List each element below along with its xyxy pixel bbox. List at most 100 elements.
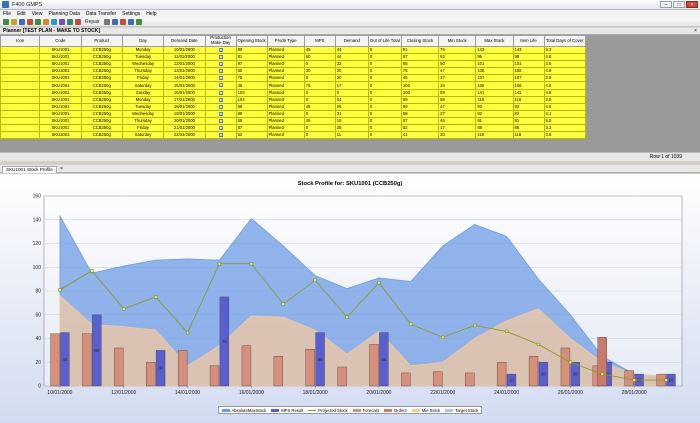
menu-view[interactable]: View <box>31 11 43 17</box>
table-cell[interactable]: 69 <box>400 95 440 104</box>
table-cell[interactable]: 103 <box>400 81 440 90</box>
table-cell[interactable]: 0 <box>367 67 402 76</box>
table-cell[interactable]: 103 <box>235 88 268 97</box>
table-cell[interactable]: SKU1001 <box>39 95 82 104</box>
table-cell[interactable]: Monday <box>121 45 165 55</box>
table-cell[interactable]: Wednesday <box>121 60 165 69</box>
menu-file[interactable]: File <box>3 11 12 17</box>
make-day-checkbox[interactable]: ✓ <box>218 76 223 82</box>
table-cell[interactable]: Thursday <box>121 116 165 126</box>
calculate-icon[interactable] <box>59 19 65 25</box>
table-cell[interactable]: SKU1001 <box>39 60 82 69</box>
table-cell[interactable]: 16/01/2000 <box>163 88 206 97</box>
table-cell[interactable]: 89 <box>235 109 268 118</box>
table-cell[interactable]: ✓ <box>204 67 237 76</box>
table-row[interactable]: SKU1001 CCB250g Wednesday 12/01/2000 ✓ 97 Plan… <box>0 60 587 69</box>
make-day-checkbox[interactable]: ✓ <box>218 90 223 96</box>
menu-planning-data[interactable]: Planning Data <box>48 11 80 17</box>
table-cell[interactable]: 52 <box>400 124 440 133</box>
table-cell[interactable]: CCB250g <box>80 81 123 90</box>
table-cell[interactable]: 0 <box>367 109 402 118</box>
table-cell[interactable]: 107 <box>512 74 545 83</box>
make-day-checkbox[interactable]: ✓ <box>218 133 223 139</box>
table-row[interactable]: SKU1001 CCB250g Tuesday 18/01/2000 ✓ 69 Planne… <box>0 102 587 111</box>
table-cell[interactable]: 82 <box>512 109 545 118</box>
table-cell[interactable]: 87 <box>235 124 268 133</box>
table-cell[interactable]: 4.8 <box>543 88 587 97</box>
column-header[interactable]: Total Days of Cover <box>543 35 587 47</box>
table-cell[interactable]: 11/01/2000 <box>163 53 206 62</box>
table-cell[interactable]: 0 <box>367 102 402 111</box>
table-cell[interactable]: CCB250g <box>80 88 123 97</box>
table-cell[interactable]: 75 <box>400 67 440 76</box>
table-cell[interactable]: SKU1001 <box>39 74 82 83</box>
table-cell[interactable]: 17/01/2000 <box>163 95 206 104</box>
table-row[interactable]: SKU1001 CCB250g Sunday 16/01/2000 ✓ 103 Planne… <box>0 88 587 97</box>
table-cell[interactable]: 4.6 <box>543 102 587 111</box>
table-cell[interactable]: 15/01/2000 <box>163 81 206 90</box>
table-cell[interactable]: 45 <box>235 81 268 90</box>
make-day-checkbox[interactable]: ✓ <box>218 55 223 61</box>
table-cell[interactable]: 60 <box>303 53 336 62</box>
table-cell[interactable]: 75 <box>303 81 336 90</box>
table-cell[interactable]: 14/01/2000 <box>163 74 206 83</box>
table-row[interactable]: SKU1001 CCB250g Friday 14/01/2000 ✓ 75 Planned… <box>0 74 587 83</box>
table-cell[interactable]: 32 <box>334 60 369 69</box>
table-cell[interactable]: Planned <box>266 81 305 90</box>
table-cell[interactable]: SKU1001 <box>39 109 82 118</box>
table-cell[interactable] <box>0 53 41 62</box>
column-header[interactable]: Out of Life Total <box>367 35 402 47</box>
table-cell[interactable]: 65 <box>235 67 268 76</box>
table-cell[interactable] <box>0 109 41 118</box>
chart-tab-close-icon[interactable]: × <box>60 166 63 172</box>
table-cell[interactable]: CCB250g <box>80 53 123 62</box>
table-cell[interactable]: 141 <box>475 88 514 97</box>
table-cell[interactable]: 20/01/2000 <box>163 116 206 126</box>
table-cell[interactable]: Wednesday <box>121 109 165 118</box>
table-cell[interactable]: 69 <box>235 102 268 111</box>
column-header[interactable]: Opening Stock <box>235 35 268 47</box>
table-row[interactable]: SKU1001 CCB250g Wednesday 19/01/2000 ✓ 89 Plan… <box>0 109 587 118</box>
make-day-checkbox[interactable]: ✓ <box>218 97 223 103</box>
table-cell[interactable]: ✓ <box>204 131 237 140</box>
table-cell[interactable]: 45 <box>303 45 336 55</box>
table-cell[interactable]: 58 <box>235 116 268 126</box>
table-cell[interactable]: ✓ <box>204 74 237 83</box>
table-cell[interactable] <box>0 131 41 140</box>
table-cell[interactable]: 13/01/2000 <box>163 67 206 76</box>
table-cell[interactable]: 45 <box>400 74 440 83</box>
table-cell[interactable]: 0 <box>367 88 402 97</box>
table-cell[interactable]: 58 <box>438 95 477 104</box>
column-header[interactable]: Min Stock <box>438 35 477 47</box>
table-cell[interactable]: Planned <box>266 131 305 140</box>
stop-icon[interactable] <box>119 19 126 25</box>
chart-icon[interactable] <box>75 19 81 25</box>
table-cell[interactable]: 52 <box>235 131 268 140</box>
table-cell[interactable]: 93 <box>475 102 514 111</box>
table-cell[interactable]: CCB250g <box>80 131 123 140</box>
export-icon[interactable] <box>51 19 57 25</box>
table-cell[interactable]: 0 <box>303 124 336 133</box>
table-cell[interactable]: 101 <box>475 60 514 69</box>
table-cell[interactable]: 0 <box>367 45 402 55</box>
table-cell[interactable] <box>0 81 41 90</box>
close-button[interactable]: × <box>686 1 698 8</box>
table-cell[interactable]: 46 <box>438 116 477 126</box>
table-cell[interactable]: Planned <box>266 67 305 76</box>
minimize-button[interactable]: – <box>660 1 672 8</box>
table-cell[interactable]: 17 <box>438 124 477 133</box>
table-cell[interactable]: 0 <box>367 53 402 62</box>
table-cell[interactable] <box>0 74 41 83</box>
table-cell[interactable] <box>0 60 41 69</box>
table-cell[interactable] <box>0 124 41 133</box>
table-row[interactable]: SKU1001 CCB250g Monday 10/01/2000 ✓ 80 Planned… <box>0 45 587 55</box>
table-cell[interactable]: 34 <box>438 81 477 90</box>
table-cell[interactable]: 44 <box>334 45 369 55</box>
column-header[interactable]: Production Make Day <box>204 35 237 47</box>
table-cell[interactable]: 0 <box>367 116 402 126</box>
open-folder-icon[interactable] <box>11 19 17 25</box>
make-day-checkbox[interactable]: ✓ <box>218 62 223 68</box>
table-cell[interactable]: 16 <box>334 116 369 126</box>
table-cell[interactable]: 18/01/2000 <box>163 102 206 111</box>
tab-stock-profile[interactable]: SKU1001 Stock Profile <box>2 166 57 173</box>
